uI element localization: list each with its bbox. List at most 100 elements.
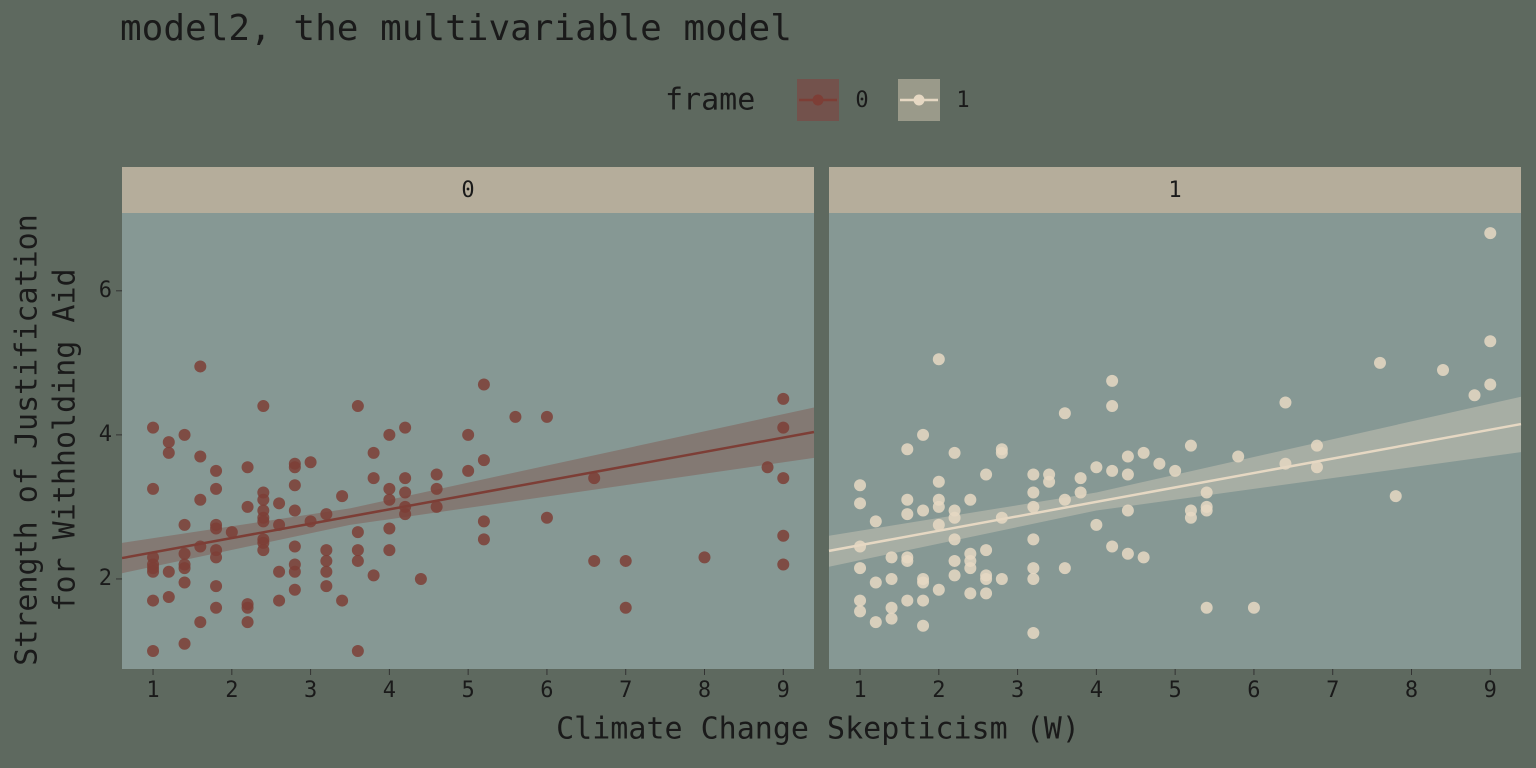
fit-line [828, 422, 1522, 553]
point [178, 562, 191, 575]
point [1090, 461, 1103, 474]
point [210, 551, 223, 564]
point [777, 392, 790, 405]
point [241, 616, 254, 629]
point [777, 472, 790, 485]
point [462, 464, 475, 477]
fit-line [121, 430, 815, 560]
point [1106, 400, 1119, 413]
point [383, 544, 396, 557]
point [869, 576, 882, 589]
confidence-band [122, 407, 814, 574]
point [241, 601, 254, 614]
point [1200, 601, 1213, 614]
x-tick-label: 6 [540, 678, 553, 703]
x-tick-label: 2 [932, 678, 945, 703]
point [399, 486, 412, 499]
point [1169, 464, 1182, 477]
point [336, 490, 349, 503]
point [619, 601, 632, 614]
legend-title: frame [665, 83, 755, 118]
point [210, 464, 223, 477]
point [854, 605, 867, 618]
x-tick-label: 1 [853, 678, 866, 703]
point [948, 511, 961, 524]
legend-label: 0 [855, 88, 868, 113]
point [477, 533, 490, 546]
point [1027, 626, 1040, 639]
point [477, 454, 490, 467]
point [194, 360, 207, 373]
point [1027, 468, 1040, 481]
point [241, 461, 254, 474]
point [932, 475, 945, 488]
x-axis-label: Climate Change Skepticism (W) [556, 712, 1080, 747]
point [901, 594, 914, 607]
point [777, 558, 790, 571]
y-tick-label: 2 [99, 566, 112, 591]
point [477, 515, 490, 528]
point [414, 572, 427, 585]
point [869, 515, 882, 528]
point [964, 587, 977, 600]
point [761, 461, 774, 474]
point [901, 443, 914, 456]
x-tick-label: 8 [1405, 678, 1418, 703]
point [1027, 533, 1040, 546]
point [273, 497, 286, 510]
x-tick-label: 3 [304, 678, 317, 703]
x-tick-label: 9 [1484, 678, 1497, 703]
point [194, 493, 207, 506]
point [932, 583, 945, 596]
point [980, 468, 993, 481]
point [869, 616, 882, 629]
point [901, 493, 914, 506]
point [210, 580, 223, 593]
point [1468, 389, 1481, 402]
x-tick-label: 4 [383, 678, 396, 703]
x-tick-label: 7 [619, 678, 632, 703]
point [288, 583, 301, 596]
point [194, 450, 207, 463]
point [917, 428, 930, 441]
x-tick-label: 1 [146, 678, 159, 703]
point [777, 529, 790, 542]
point [257, 400, 270, 413]
point [430, 468, 443, 481]
point [273, 594, 286, 607]
point [257, 544, 270, 557]
y-axis-label: Strength of Justification [10, 214, 45, 666]
point [995, 446, 1008, 459]
point [351, 400, 364, 413]
point [430, 500, 443, 513]
point [1137, 551, 1150, 564]
point [288, 479, 301, 492]
point [885, 551, 898, 564]
point [273, 565, 286, 578]
y-tick-label: 6 [99, 278, 112, 303]
legend-point [913, 94, 925, 106]
point [383, 428, 396, 441]
point [1058, 562, 1071, 575]
point [1058, 407, 1071, 420]
point [1310, 439, 1323, 452]
point [1200, 504, 1213, 517]
point [854, 562, 867, 575]
facet-strip [122, 167, 814, 213]
point [932, 518, 945, 531]
point [351, 644, 364, 657]
point [932, 353, 945, 366]
point [1310, 461, 1323, 474]
point [147, 644, 160, 657]
point [1106, 464, 1119, 477]
x-tick-label: 3 [1011, 678, 1024, 703]
point [162, 565, 175, 578]
point [1184, 511, 1197, 524]
point [1043, 475, 1056, 488]
point [995, 572, 1008, 585]
point [288, 504, 301, 517]
confidence-band [829, 396, 1521, 567]
point [178, 547, 191, 560]
point [980, 587, 993, 600]
